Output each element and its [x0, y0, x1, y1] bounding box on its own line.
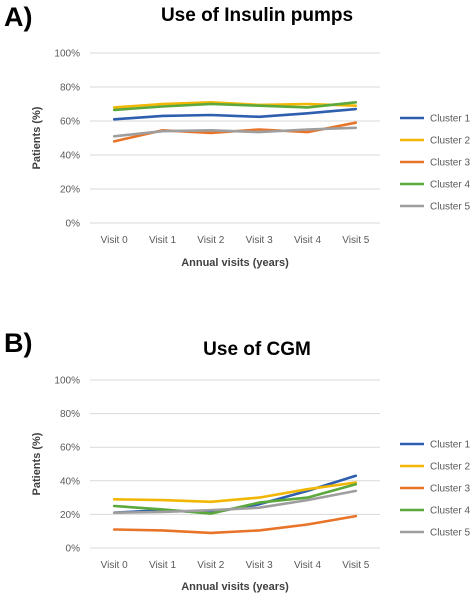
y-tick-label: 100% — [54, 49, 80, 60]
y-tick-label: 0% — [66, 219, 81, 230]
y-tick-label: 60% — [60, 117, 80, 128]
x-axis-title: Annual visits (years) — [181, 581, 289, 593]
panel-cgm: B) Use of CGM 0% 20% 40% 60% 80% 100% Visit 0 V… — [0, 298, 474, 597]
cgm-chart: 0% 20% 40% 60% 80% 100% Visit 0 Visit 1 Visit 2 V… — [31, 376, 470, 594]
y-axis-title: Patients (%) — [31, 106, 43, 169]
y-tick-label: 20% — [60, 510, 80, 521]
x-tick-label: Visit 4 — [294, 560, 321, 571]
y-tick-label: 80% — [60, 83, 80, 94]
legend-label: Cluster 3 — [430, 158, 470, 169]
x-tick-label: Visit 4 — [294, 235, 321, 246]
x-tick-label: Visit 3 — [246, 560, 273, 571]
y-tick-label: 0% — [66, 544, 81, 555]
y-tick-label: 80% — [60, 409, 80, 420]
legend-label: Cluster 4 — [430, 506, 470, 517]
legend-label: Cluster 2 — [430, 136, 470, 147]
x-tick-label: Visit 5 — [342, 560, 369, 571]
x-tick-label: Visit 0 — [101, 235, 128, 246]
legend-label: Cluster 3 — [430, 484, 470, 495]
legend-label: Cluster 2 — [430, 462, 470, 473]
series-line — [112, 126, 358, 138]
x-tick-label: Visit 2 — [197, 560, 224, 571]
series-line — [112, 101, 358, 112]
panel-label: B) — [4, 328, 33, 358]
y-tick-label: 40% — [60, 151, 80, 162]
series-line — [112, 481, 358, 504]
x-tick-label: Visit 2 — [197, 235, 224, 246]
x-tick-label: Visit 0 — [101, 560, 128, 571]
series-line — [112, 514, 358, 535]
y-tick-label: 40% — [60, 476, 80, 487]
chart-title: Use of CGM — [203, 339, 311, 360]
y-axis-title: Patients (%) — [31, 432, 43, 495]
y-tick-label: 20% — [60, 185, 80, 196]
insulin-pumps-chart: 0% 20% 40% 60% 80% 100% Visit 0 Visit 1 Visit 2 V… — [31, 49, 470, 270]
panel-label: A) — [4, 2, 33, 32]
series-line — [112, 489, 358, 514]
x-tick-label: Visit 1 — [149, 235, 176, 246]
x-tick-label: Visit 3 — [246, 235, 273, 246]
legend-label: Cluster 5 — [430, 202, 470, 213]
y-tick-label: 60% — [60, 443, 80, 454]
legend-label: Cluster 1 — [430, 114, 470, 125]
x-tick-label: Visit 1 — [149, 560, 176, 571]
legend-label: Cluster 1 — [430, 440, 470, 451]
series-line — [112, 107, 358, 121]
legend-label: Cluster 5 — [430, 528, 470, 539]
panel-insulin-pumps: A) Use of Insulin pumps 0% 20% 40% 60% 80% 10… — [0, 0, 474, 298]
y-tick-label: 100% — [54, 376, 80, 387]
x-tick-label: Visit 5 — [342, 235, 369, 246]
chart-title: Use of Insulin pumps — [160, 5, 354, 26]
legend-label: Cluster 4 — [430, 180, 470, 191]
x-axis-title: Annual visits (years) — [181, 257, 289, 269]
